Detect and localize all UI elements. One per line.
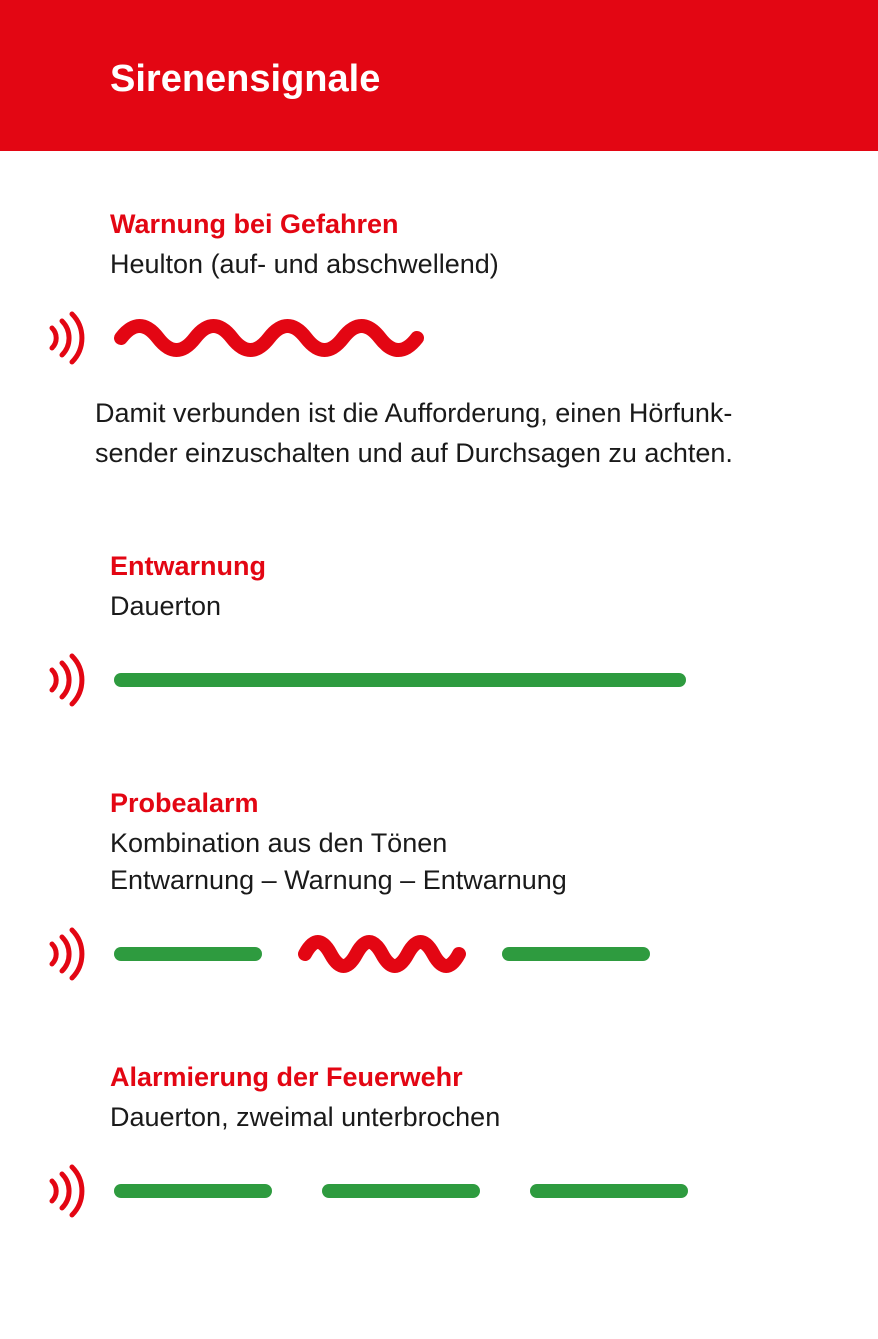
- signal-title: Entwarnung: [110, 551, 878, 582]
- sound-waves-icon: [44, 650, 94, 710]
- signal-waveform: [114, 934, 878, 974]
- signal-subtitle: Heulton (auf- und abschwellend): [110, 246, 878, 282]
- sound-waves-icon: [44, 308, 94, 368]
- signal-title: Probealarm: [110, 788, 878, 819]
- signal-section-warnung: Warnung bei Gefahren Heulton (auf- und a…: [0, 209, 878, 473]
- signal-section-feuerwehr: Alarmierung der Feuerwehr Dauerton, zwei…: [0, 1062, 878, 1221]
- signal-section-probealarm: Probealarm Kombination aus den TönenEntw…: [0, 788, 878, 984]
- signal-title: Warnung bei Gefahren: [110, 209, 878, 240]
- signal-subtitle: Dauerton, zweimal unterbrochen: [110, 1099, 878, 1135]
- signal-description: Damit verbunden ist die Aufforderung, ei…: [95, 394, 788, 472]
- signal-subtitle: Dauerton: [110, 588, 878, 624]
- signal-waveform: [114, 660, 878, 700]
- header-banner: Sirenensignale: [0, 0, 878, 151]
- signal-waveform: [114, 318, 878, 358]
- signal-graphic-row: [0, 650, 878, 710]
- signal-subtitle: Kombination aus den TönenEntwarnung – Wa…: [110, 825, 878, 898]
- signal-graphic-row: [0, 308, 878, 368]
- signal-title: Alarmierung der Feuerwehr: [110, 1062, 878, 1093]
- signal-graphic-row: [0, 924, 878, 984]
- sound-waves-icon: [44, 924, 94, 984]
- signal-graphic-row: [0, 1161, 878, 1221]
- sound-waves-icon: [44, 1161, 94, 1221]
- content-area: Warnung bei Gefahren Heulton (auf- und a…: [0, 151, 878, 1339]
- signal-waveform: [114, 1171, 878, 1211]
- signal-section-entwarnung: Entwarnung Dauerton: [0, 551, 878, 710]
- page-title: Sirenensignale: [110, 58, 878, 101]
